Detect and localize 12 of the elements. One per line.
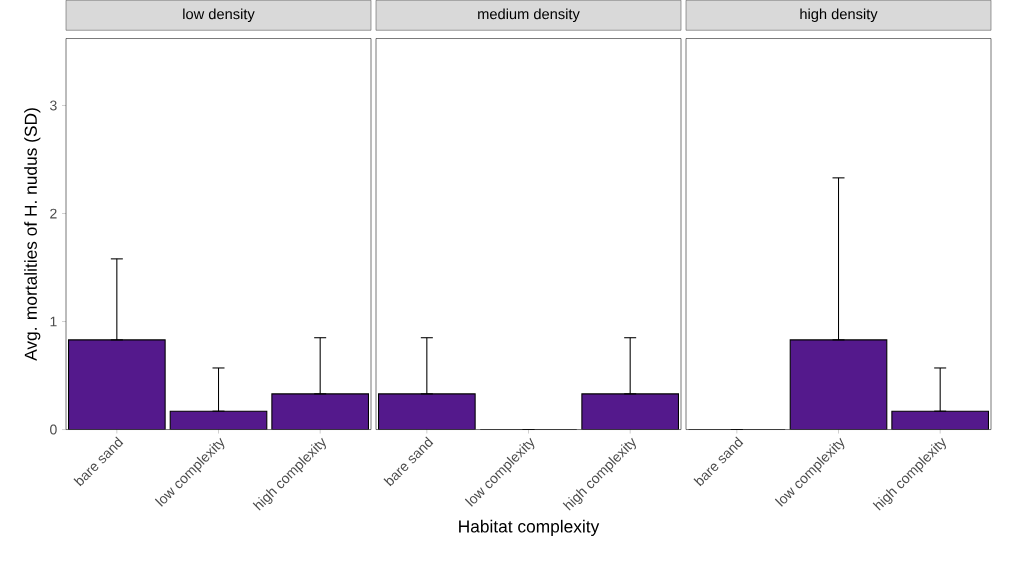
chart-title: high density [800, 8, 878, 23]
bar [271, 393, 370, 430]
chart-title: low density [183, 8, 255, 23]
bar [170, 411, 267, 430]
y-tick-label: 1 [50, 316, 57, 327]
chart-title: medium density [478, 8, 580, 23]
y-axis-title: Avg. mortalities of H. nudus (SD) [24, 108, 41, 362]
x-axis-title: Habitat complexity [459, 520, 600, 537]
y-tick-label: 0 [50, 424, 57, 435]
y-tick-label: 3 [50, 100, 57, 111]
bar [68, 340, 166, 430]
y-tick-label: 2 [50, 208, 57, 219]
